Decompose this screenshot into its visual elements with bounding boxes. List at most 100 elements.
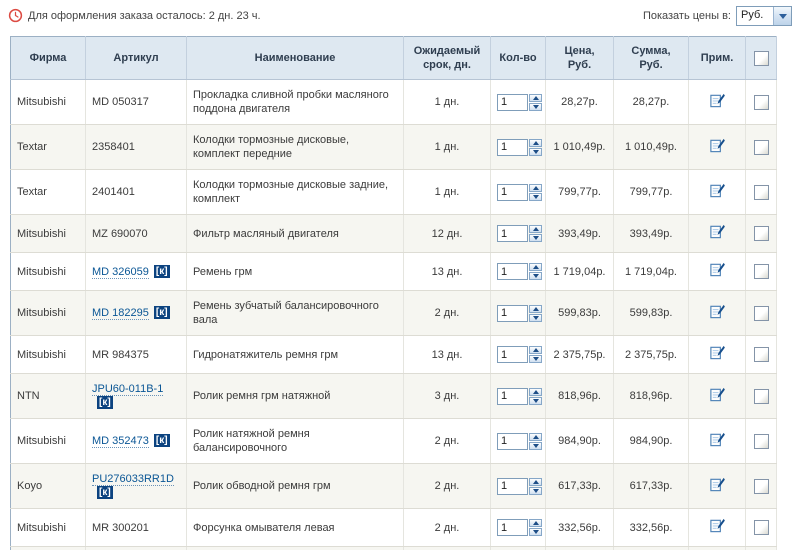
checkbox-cell (745, 79, 777, 125)
quantity-input[interactable] (497, 519, 528, 536)
article-cell: 2401401 (85, 169, 187, 215)
row-checkbox[interactable] (753, 305, 769, 321)
edit-note-icon[interactable] (709, 431, 726, 452)
row-checkbox[interactable] (753, 139, 769, 155)
edit-note-icon[interactable] (709, 137, 726, 158)
quantity-stepper (529, 432, 542, 450)
row-checkbox[interactable] (753, 388, 769, 404)
currency-select[interactable]: Руб. (736, 6, 792, 26)
article-label[interactable]: JPU60-011B-1 (92, 383, 164, 396)
triangle-down-icon[interactable] (529, 313, 542, 322)
quantity-stepper (529, 519, 542, 536)
select-all-checkbox[interactable] (753, 50, 769, 66)
item-name: Ролик натяжной ремня балансировочного (193, 428, 310, 454)
chevron-down-icon[interactable] (773, 7, 791, 25)
sum-label: 2 375,75р. (625, 348, 677, 361)
triangle-down-icon[interactable] (529, 234, 542, 242)
quantity-input[interactable] (497, 93, 528, 111)
triangle-up-icon[interactable] (529, 477, 542, 486)
edit-note-icon[interactable] (709, 344, 726, 365)
order-table-body: Mitsubishi MD 050317 Прокладка сливной п… (10, 79, 777, 550)
price-cell: 462,49р. (545, 546, 614, 550)
triangle-up-icon[interactable] (529, 183, 542, 192)
quantity-input[interactable] (497, 432, 528, 450)
item-name: Прокладка сливной пробки масляного поддо… (193, 89, 389, 115)
order-item-row: Mitsubishi MD 352473 [к] Ролик натяжной р… (10, 418, 777, 464)
article-label: MR 984375 (92, 348, 149, 361)
row-checkbox[interactable] (753, 184, 769, 200)
row-checkbox[interactable] (753, 520, 769, 535)
edit-note-icon[interactable] (709, 92, 726, 113)
edit-note-icon[interactable] (709, 303, 726, 324)
checkbox-cell (745, 169, 777, 215)
row-checkbox[interactable] (753, 347, 769, 362)
triangle-down-icon[interactable] (529, 441, 542, 450)
triangle-down-icon[interactable] (529, 147, 542, 156)
quantity-input[interactable] (497, 183, 528, 201)
quantity-input[interactable] (497, 263, 528, 280)
term-cell: 13 дн. (403, 252, 491, 291)
edit-note-icon[interactable] (709, 476, 726, 497)
brand-label: Mitsubishi (17, 307, 66, 319)
triangle-up-icon[interactable] (529, 519, 542, 527)
article-label[interactable]: MD 352473 (92, 435, 149, 448)
triangle-up-icon[interactable] (529, 225, 542, 233)
edit-note-icon[interactable] (709, 386, 726, 407)
quantity-input[interactable] (497, 225, 528, 242)
triangle-down-icon[interactable] (529, 102, 542, 111)
article-label[interactable]: PU276033RR1D (92, 473, 174, 486)
triangle-up-icon[interactable] (529, 346, 542, 354)
quantity-input[interactable] (497, 138, 528, 156)
catalog-badge[interactable]: [к] (153, 434, 170, 447)
triangle-down-icon[interactable] (529, 396, 542, 405)
quantity-input[interactable] (497, 346, 528, 363)
term-cell: 13 дн. (403, 335, 491, 374)
catalog-badge[interactable]: [к] (153, 264, 170, 278)
triangle-down-icon[interactable] (529, 355, 542, 363)
triangle-down-icon[interactable] (529, 272, 542, 280)
name-cell: Колодки тормозные дисковые задние, компл… (186, 169, 404, 215)
triangle-up-icon[interactable] (529, 93, 542, 102)
row-checkbox[interactable] (753, 433, 769, 449)
price-cell: 2 375,75р. (545, 335, 614, 374)
qty-cell (490, 373, 546, 419)
triangle-up-icon[interactable] (529, 263, 542, 271)
triangle-down-icon[interactable] (529, 192, 542, 201)
article-label[interactable]: MD 326059 (92, 265, 149, 279)
edit-note-icon[interactable] (709, 517, 726, 538)
name-cell: Форсунка омывателя правая (186, 546, 404, 550)
term-label: 2 дн. (434, 521, 460, 534)
show-prices-label: Показать цены в: (642, 10, 731, 22)
sum-cell: 818,96р. (613, 373, 689, 419)
row-checkbox[interactable] (753, 478, 769, 494)
quantity-input[interactable] (497, 304, 528, 322)
qty-cell (490, 508, 546, 547)
header-note: Прим. (688, 36, 746, 80)
checkbox-cell (745, 463, 777, 509)
row-checkbox[interactable] (753, 264, 769, 279)
triangle-down-icon[interactable] (529, 528, 542, 536)
qty-cell (490, 124, 546, 170)
quantity-input[interactable] (497, 477, 528, 495)
price-label: 599,83р. (558, 307, 601, 319)
term-label: 1 дн. (434, 186, 460, 198)
edit-note-icon[interactable] (709, 182, 726, 203)
quantity-input[interactable] (497, 387, 528, 405)
edit-note-icon[interactable] (709, 223, 726, 244)
checkbox-cell (745, 252, 777, 291)
quantity-stepper (529, 183, 542, 201)
triangle-up-icon[interactable] (529, 138, 542, 147)
article-label[interactable]: MD 182295 (92, 307, 149, 320)
triangle-up-icon[interactable] (529, 387, 542, 396)
row-checkbox[interactable] (753, 226, 769, 241)
triangle-down-icon[interactable] (529, 486, 542, 495)
catalog-badge[interactable]: [к] (153, 306, 170, 319)
catalog-badge[interactable]: [к] (97, 396, 113, 409)
triangle-up-icon[interactable] (529, 432, 542, 441)
item-name: Гидронатяжитель ремня грм (193, 348, 339, 361)
triangle-up-icon[interactable] (529, 304, 542, 313)
edit-note-icon[interactable] (709, 261, 726, 282)
row-checkbox[interactable] (753, 94, 769, 110)
qty-cell (490, 463, 546, 509)
catalog-badge[interactable]: [к] (97, 486, 113, 499)
